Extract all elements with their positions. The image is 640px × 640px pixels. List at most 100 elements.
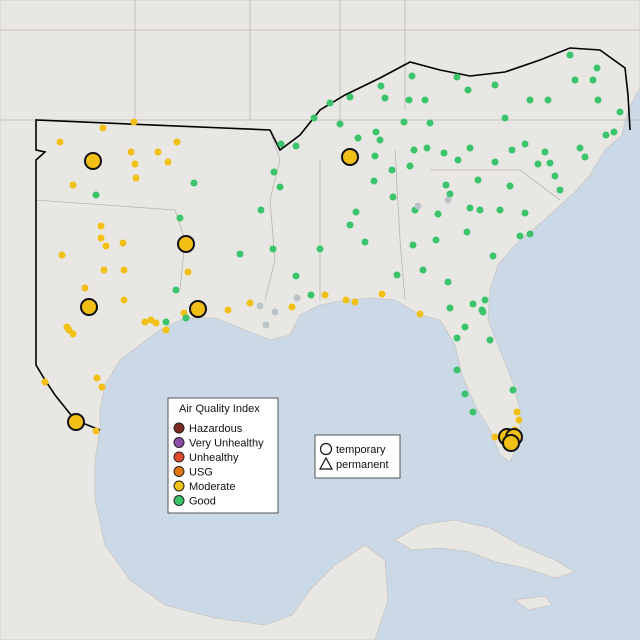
legend-title: Air Quality Index: [179, 403, 260, 415]
station: [173, 138, 181, 146]
station: [41, 378, 49, 386]
aqi-legend: Air Quality Index Hazardous Very Unhealth…: [167, 397, 279, 514]
station: [479, 308, 487, 316]
station: [541, 148, 549, 156]
station: [372, 128, 380, 136]
station: [346, 93, 354, 101]
station: [269, 245, 277, 253]
legend-swatch: [173, 495, 185, 506]
station: [119, 239, 127, 247]
station: [453, 366, 461, 374]
station: [69, 181, 77, 189]
station: [93, 374, 101, 382]
legend-label: temporary: [336, 444, 386, 456]
station: [316, 245, 324, 253]
station: [400, 118, 408, 126]
station: [97, 234, 105, 242]
station: [378, 290, 386, 298]
station: [172, 286, 180, 294]
station: [277, 140, 285, 148]
station: [92, 191, 100, 199]
station: [262, 321, 270, 329]
station: [342, 296, 350, 304]
station: [377, 82, 385, 90]
station: [102, 242, 110, 250]
station: [440, 149, 448, 157]
station: [461, 323, 469, 331]
station: [454, 156, 462, 164]
station: [56, 138, 64, 146]
station: [131, 160, 139, 168]
station: [132, 174, 140, 182]
legend-label: Moderate: [189, 481, 235, 493]
station: [354, 134, 362, 142]
legend-swatch: [173, 480, 185, 492]
station: [351, 298, 359, 306]
station: [176, 214, 184, 222]
station: [556, 186, 564, 194]
station: [516, 232, 524, 240]
temporary-station: [84, 152, 102, 170]
station: [381, 94, 389, 102]
station: [152, 319, 160, 327]
temporary-station: [80, 298, 98, 316]
station: [616, 108, 624, 116]
station: [141, 318, 149, 326]
legend-swatch: [173, 422, 185, 434]
station: [276, 183, 284, 191]
state-borders: [0, 0, 640, 301]
legend-items: Hazardous Very Unhealthy Unhealthy USG Moder…: [173, 422, 264, 507]
station: [293, 294, 301, 302]
station: [534, 160, 542, 168]
station: [589, 76, 597, 84]
station: [489, 252, 497, 260]
station: [164, 158, 172, 166]
station: [453, 334, 461, 342]
station: [393, 271, 401, 279]
station: [321, 291, 329, 299]
station: [501, 114, 509, 122]
station: [98, 383, 106, 391]
station: [406, 162, 414, 170]
station: [594, 96, 602, 104]
station: [307, 291, 315, 299]
station: [408, 72, 416, 80]
station: [100, 266, 108, 274]
station: [423, 144, 431, 152]
station: [361, 238, 369, 246]
temporary-station: [177, 235, 195, 253]
station: [442, 181, 450, 189]
station: [405, 96, 413, 104]
station: [81, 284, 89, 292]
legend-label: permanent: [336, 459, 389, 471]
station: [224, 306, 232, 314]
station: [571, 76, 579, 84]
station: [352, 208, 360, 216]
legend-swatch: [173, 466, 185, 477]
station: [182, 314, 190, 322]
station: [515, 416, 523, 424]
station: [371, 152, 379, 160]
region-outline: [35, 47, 631, 431]
station: [463, 228, 471, 236]
station: [409, 241, 417, 249]
station: [432, 236, 440, 244]
station: [476, 206, 484, 214]
legend-box: [314, 434, 401, 479]
station: [464, 86, 472, 94]
station: [120, 296, 128, 304]
legend-swatch: [173, 451, 185, 463]
station: [336, 120, 344, 128]
station: [58, 251, 66, 259]
station: [63, 323, 71, 331]
station: [421, 96, 429, 104]
station: [292, 142, 300, 150]
station: [551, 172, 559, 180]
station: [486, 336, 494, 344]
station: [491, 433, 499, 441]
station: [97, 222, 105, 230]
station: [610, 128, 618, 136]
permanent-symbol: [318, 456, 334, 470]
